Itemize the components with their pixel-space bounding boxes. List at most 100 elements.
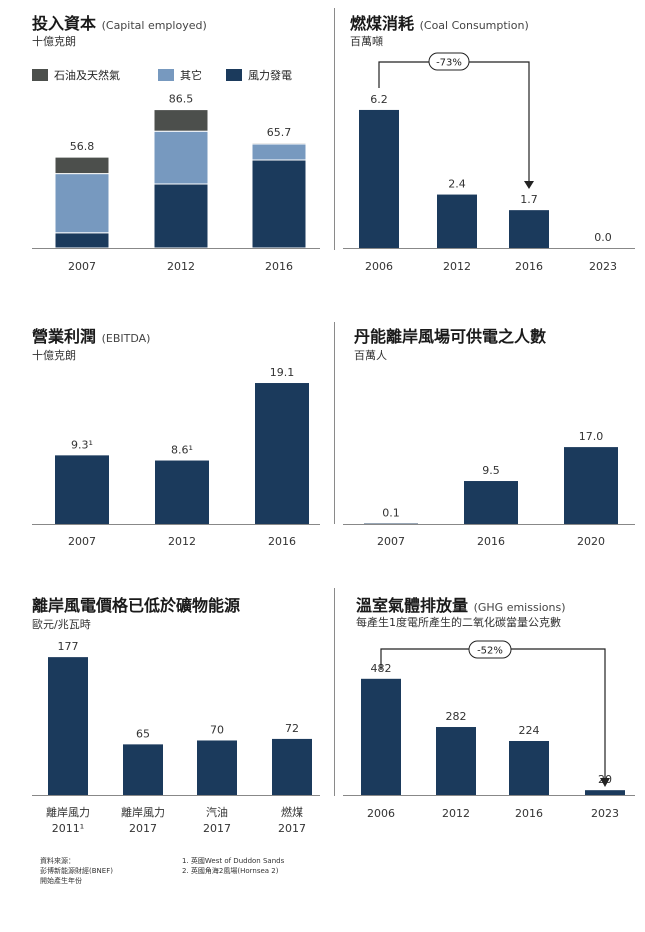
footer-source-line: 資料來源：: [40, 857, 75, 865]
separator-bottom: [334, 588, 335, 796]
ebitda-title: 營業利潤 (EBITDA): [32, 327, 151, 346]
capital-total-label: 56.8: [70, 140, 95, 153]
ghg-bar: [509, 741, 549, 795]
footer-source: 資料來源： 彭博新能源財經(BNEF) 開始產生年份: [40, 856, 113, 886]
capital-title: 投入資本 (Capital employed): [32, 14, 207, 33]
legend-swatch-other: [158, 69, 174, 81]
coal-tick-label: 2012: [443, 260, 471, 273]
coal-chart: 6.2 2006 2.4 2012 1.7 2016 0.0 2023 -73%: [343, 52, 635, 273]
coal-subtitle: 百萬噸: [350, 35, 383, 48]
lcoe-subtitle: 歐元/兆瓦時: [32, 618, 91, 631]
capital-bar-segment: [251, 159, 307, 249]
coal-change-pill: [428, 52, 470, 71]
ghg-bar: [585, 790, 625, 795]
coal-tick-label: 2016: [515, 260, 543, 273]
ghg-bar: [361, 678, 401, 795]
lcoe-chart: 177 離岸風力 2011¹ 65 離岸風力 2017 70 汽油 2017 72 燃煤 2017: [32, 640, 320, 835]
homes-title: 丹能離岸風場可供電之人數: [354, 327, 547, 346]
coal-data-label: 6.2: [370, 93, 388, 106]
lcoe-bar: [123, 744, 163, 795]
ebitda-tick-label: 2012: [168, 535, 196, 548]
lcoe-tick-label: 汽油: [206, 805, 228, 819]
capital-tick-label: 2012: [167, 260, 195, 273]
homes-tick-label: 2020: [577, 535, 605, 548]
lcoe-data-label: 70: [210, 723, 224, 736]
lcoe-bar: [272, 738, 312, 795]
ghg-change-label: -52%: [477, 646, 503, 657]
lcoe-tick-label: 燃煤: [281, 805, 303, 819]
footer-source-line: 彭博新能源財經(BNEF): [40, 867, 113, 875]
coal-arrowhead-icon: [524, 181, 534, 189]
legend-swatch-oil-gas: [32, 69, 48, 81]
coal-data-label: 2.4: [448, 178, 466, 191]
ghg-data-label: 282: [446, 710, 467, 723]
coal-tick-label: 2006: [365, 260, 393, 273]
capital-bar-segment: [54, 156, 110, 175]
ghg-tick-label: 2012: [442, 807, 470, 820]
coal-bar: [437, 194, 477, 248]
legend-item-oil-gas: 石油及天然氣: [32, 67, 120, 83]
homes-data-label: 9.5: [482, 464, 500, 477]
lcoe-data-label: 177: [58, 640, 79, 653]
footer-notes: 1. 英國West of Duddon Sands 2. 英國角海2風場(Hor…: [182, 856, 284, 876]
ghg-subtitle: 每產生1度電所產生的二氧化碳當量公克數: [356, 616, 561, 629]
homes-data-label: 17.0: [579, 430, 604, 443]
ghg-tick-label: 2023: [591, 807, 619, 820]
capital-subtitle: 十億克朗: [32, 35, 76, 48]
ebitda-data-label: 9.3¹: [71, 438, 93, 451]
lcoe-tick-label: 2017: [278, 822, 306, 835]
ghg-tick-label: 2006: [367, 807, 395, 820]
coal-bar: [509, 210, 549, 248]
footer-source-line: 開始產生年份: [40, 877, 82, 885]
lcoe-tick-label: 離岸風力: [46, 805, 90, 819]
ebitda-subtitle: 十億克朗: [32, 349, 76, 362]
homes-subtitle: 百萬人: [354, 349, 387, 362]
coal-change-label: -73%: [436, 58, 462, 69]
capital-bar-segment: [251, 142, 307, 145]
legend-item-other: 其它: [158, 67, 202, 83]
ghg-tick-label: 2016: [515, 807, 543, 820]
ghg-change-bracket: [380, 648, 606, 780]
coal-bar: [359, 109, 399, 249]
capital-legend: 石油及天然氣 其它 風力發電: [32, 67, 332, 83]
legend-swatch-wind: [226, 69, 242, 81]
lcoe-bar: [197, 740, 237, 795]
lcoe-tick-label: 離岸風力: [121, 805, 165, 819]
ebitda-bar: [55, 455, 109, 524]
lcoe-title: 離岸風電價格已低於礦物能源: [32, 596, 241, 615]
lcoe-data-label: 65: [136, 727, 150, 740]
lcoe-tick-label: 2017: [203, 822, 231, 835]
ghg-data-label: 224: [519, 724, 540, 737]
legend-item-wind: 風力發電: [226, 67, 292, 83]
ebitda-tick-label: 2016: [268, 535, 296, 548]
capital-total-label: 65.7: [267, 126, 292, 139]
homes-tick-label: 2007: [377, 535, 405, 548]
homes-chart: 0.1 2007 9.5 2016 17.0 2020: [343, 430, 635, 548]
homes-data-label: 0.1: [382, 507, 400, 520]
capital-total-label: 86.5: [169, 93, 194, 106]
homes-bar: [564, 447, 618, 524]
ghg-change-pill: [468, 640, 512, 659]
coal-data-label: 1.7: [520, 193, 538, 206]
ghg-chart: 482200628220122242016202023-52%: [343, 640, 635, 820]
capital-tick-label: 2007: [68, 260, 96, 273]
capital-bar-segment: [153, 109, 209, 132]
coal-tick-label: 2023: [589, 260, 617, 273]
footer-note-line: 2. 英國角海2風場(Hornsea 2): [182, 867, 279, 875]
footer-note-line: 1. 英國West of Duddon Sands: [182, 857, 285, 865]
ghg-title: 溫室氣體排放量 (GHG emissions): [356, 596, 566, 615]
coal-data-label: 0.0: [594, 231, 612, 244]
capital-tick-label: 2016: [265, 260, 293, 273]
ebitda-data-label: 8.6¹: [171, 444, 193, 457]
ebitda-chart: 9.3¹ 2007 8.6¹ 2012 19.1 2016: [32, 366, 320, 548]
lcoe-data-label: 72: [285, 722, 299, 735]
lcoe-bar: [48, 657, 88, 795]
capital-chart: 56.8 2007 86.5 2012 65.7 2016: [32, 93, 320, 273]
ghg-bar: [436, 727, 476, 795]
lcoe-tick-label: 2011¹: [52, 822, 84, 835]
homes-bar: [464, 481, 518, 524]
ebitda-tick-label: 2007: [68, 535, 96, 548]
separator-middle: [334, 322, 335, 524]
ghg-arrowhead-icon: [600, 778, 610, 787]
ebitda-data-label: 19.1: [270, 366, 295, 379]
